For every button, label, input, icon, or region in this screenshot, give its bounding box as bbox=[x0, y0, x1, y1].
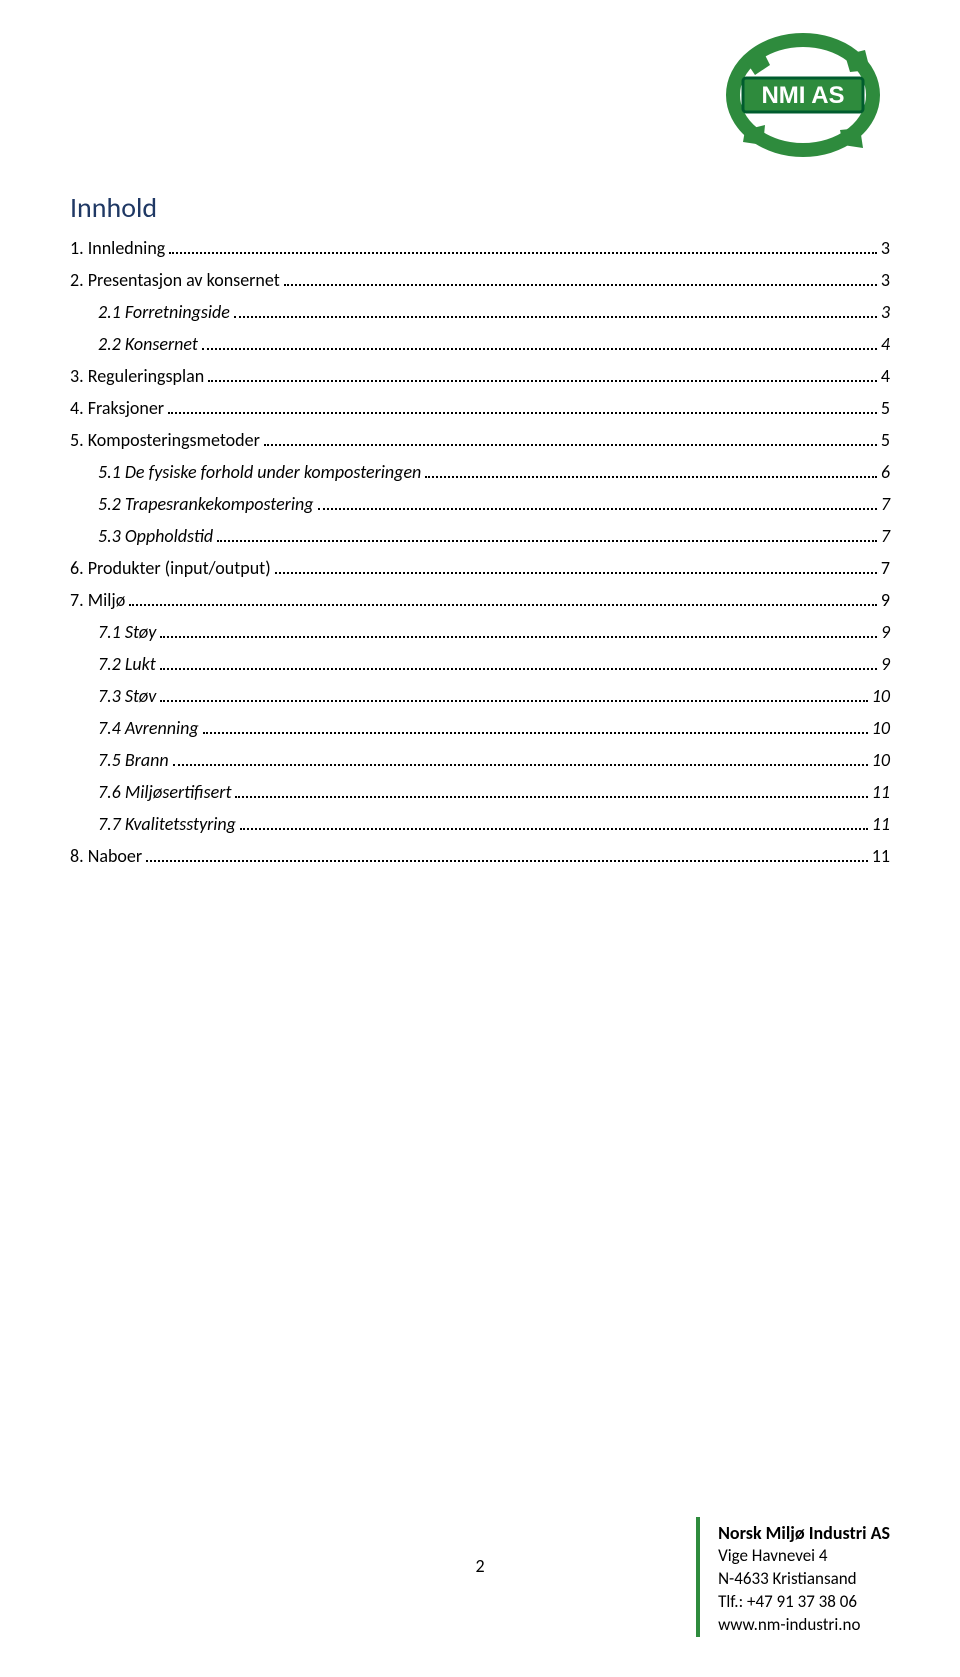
toc-page: 4 bbox=[881, 333, 890, 355]
toc-row[interactable]: 7.7 Kvalitetsstyring 11 bbox=[70, 813, 890, 835]
toc-page: 5 bbox=[881, 429, 890, 451]
toc-page: 7 bbox=[881, 557, 890, 579]
toc-row[interactable]: 5.2 Trapesrankekompostering 7 bbox=[70, 493, 890, 515]
toc-row[interactable]: 2.1 Forretningside 3 bbox=[70, 301, 890, 323]
toc-page: 7 bbox=[881, 525, 890, 547]
toc-label: 5. Komposteringsmetoder bbox=[70, 429, 260, 451]
footer-company: Norsk Miljø Industri AS bbox=[718, 1521, 890, 1545]
toc-page: 3 bbox=[881, 269, 890, 291]
toc-page: 4 bbox=[881, 365, 890, 387]
toc-row[interactable]: 7.5 Brann 10 bbox=[70, 749, 890, 771]
toc-page: 3 bbox=[881, 301, 890, 323]
toc-dots bbox=[202, 348, 877, 350]
toc-page: 3 bbox=[881, 237, 890, 259]
toc-page: 10 bbox=[872, 717, 890, 739]
toc-label: 4. Fraksjoner bbox=[70, 397, 164, 419]
toc-label: 7.4 Avrenning bbox=[98, 717, 199, 739]
toc-label: 5.1 De fysiske forhold under komposterin… bbox=[98, 461, 421, 483]
toc-list: 1. Innledning 32. Presentasjon av konser… bbox=[70, 237, 890, 867]
company-logo: NMI AS bbox=[715, 30, 890, 160]
toc-row[interactable]: 5.1 De fysiske forhold under komposterin… bbox=[70, 461, 890, 483]
toc-heading: Innhold bbox=[70, 190, 890, 225]
toc-row[interactable]: 6. Produkter (input/output) 7 bbox=[70, 557, 890, 579]
toc-page: 9 bbox=[881, 589, 890, 611]
toc-dots bbox=[169, 252, 877, 254]
toc-page: 10 bbox=[872, 749, 890, 771]
toc-dots bbox=[234, 316, 877, 318]
toc-label: 2. Presentasjon av konsernet bbox=[70, 269, 280, 291]
page-number: 2 bbox=[475, 1555, 484, 1577]
toc-dots bbox=[275, 572, 877, 574]
toc-label: 5.3 Oppholdstid bbox=[98, 525, 213, 547]
toc-dots bbox=[264, 444, 877, 446]
toc-page: 11 bbox=[872, 845, 890, 867]
toc-dots bbox=[173, 764, 868, 766]
toc-dots bbox=[318, 508, 877, 510]
toc-dots bbox=[160, 668, 877, 670]
toc-dots bbox=[217, 540, 877, 542]
toc-page: 10 bbox=[872, 685, 890, 707]
footer-postal: N-4633 Kristiansand bbox=[718, 1568, 890, 1591]
toc-label: 7.3 Støv bbox=[98, 685, 156, 707]
toc-dots bbox=[160, 700, 867, 702]
toc-content: Innhold 1. Innledning 32. Presentasjon a… bbox=[70, 190, 890, 877]
toc-row[interactable]: 7.6 Miljøsertifisert 11 bbox=[70, 781, 890, 803]
toc-label: 1. Innledning bbox=[70, 237, 165, 259]
toc-label: 7. Miljø bbox=[70, 589, 125, 611]
toc-label: 7.6 Miljøsertifisert bbox=[98, 781, 231, 803]
toc-row[interactable]: 5. Komposteringsmetoder 5 bbox=[70, 429, 890, 451]
toc-dots bbox=[203, 732, 868, 734]
toc-row[interactable]: 2. Presentasjon av konsernet 3 bbox=[70, 269, 890, 291]
toc-label: 7.5 Brann bbox=[98, 749, 169, 771]
toc-dots bbox=[284, 284, 877, 286]
toc-dots bbox=[146, 860, 868, 862]
toc-row[interactable]: 2.2 Konsernet 4 bbox=[70, 333, 890, 355]
toc-label: 6. Produkter (input/output) bbox=[70, 557, 271, 579]
toc-dots bbox=[208, 380, 877, 382]
toc-dots bbox=[160, 636, 877, 638]
toc-page: 9 bbox=[881, 653, 890, 675]
footer-block: Norsk Miljø Industri AS Vige Havnevei 4 … bbox=[718, 1521, 890, 1637]
toc-dots bbox=[425, 476, 877, 478]
toc-row[interactable]: 7.1 Støy 9 bbox=[70, 621, 890, 643]
toc-row[interactable]: 7. Miljø 9 bbox=[70, 589, 890, 611]
toc-label: 3. Reguleringsplan bbox=[70, 365, 204, 387]
toc-dots bbox=[240, 828, 868, 830]
toc-label: 8. Naboer bbox=[70, 845, 142, 867]
footer-divider bbox=[696, 1517, 700, 1637]
toc-row[interactable]: 7.3 Støv 10 bbox=[70, 685, 890, 707]
toc-row[interactable]: 7.2 Lukt 9 bbox=[70, 653, 890, 675]
logo-text: NMI AS bbox=[761, 82, 844, 109]
toc-page: 7 bbox=[881, 493, 890, 515]
toc-row[interactable]: 8. Naboer 11 bbox=[70, 845, 890, 867]
footer-web: www.nm-industri.no bbox=[718, 1614, 890, 1637]
toc-row[interactable]: 7.4 Avrenning 10 bbox=[70, 717, 890, 739]
toc-row[interactable]: 3. Reguleringsplan 4 bbox=[70, 365, 890, 387]
toc-row[interactable]: 1. Innledning 3 bbox=[70, 237, 890, 259]
toc-label: 2.2 Konsernet bbox=[98, 333, 198, 355]
toc-label: 7.1 Støy bbox=[98, 621, 156, 643]
toc-page: 11 bbox=[872, 781, 890, 803]
toc-label: 7.7 Kvalitetsstyring bbox=[98, 813, 236, 835]
toc-dots bbox=[168, 412, 877, 414]
toc-page: 11 bbox=[872, 813, 890, 835]
footer-phone: Tlf.: +47 91 37 38 06 bbox=[718, 1591, 890, 1614]
toc-label: 5.2 Trapesrankekompostering bbox=[98, 493, 314, 515]
toc-row[interactable]: 4. Fraksjoner 5 bbox=[70, 397, 890, 419]
toc-row[interactable]: 5.3 Oppholdstid 7 bbox=[70, 525, 890, 547]
toc-dots bbox=[129, 604, 877, 606]
toc-dots bbox=[235, 796, 867, 798]
toc-label: 7.2 Lukt bbox=[98, 653, 156, 675]
toc-page: 5 bbox=[881, 397, 890, 419]
footer-address: Vige Havnevei 4 bbox=[718, 1545, 890, 1568]
toc-page: 9 bbox=[881, 621, 890, 643]
toc-label: 2.1 Forretningside bbox=[98, 301, 230, 323]
toc-page: 6 bbox=[881, 461, 890, 483]
